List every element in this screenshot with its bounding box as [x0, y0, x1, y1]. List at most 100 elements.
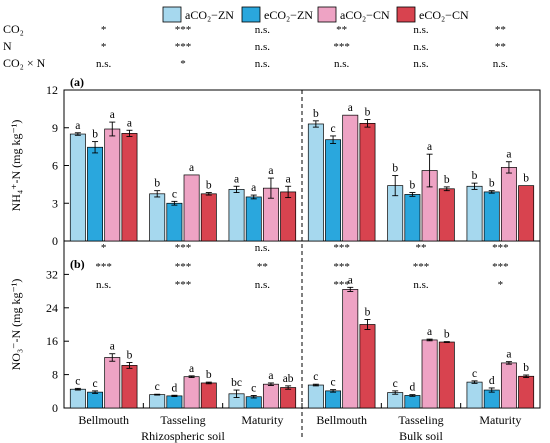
bar — [149, 193, 166, 242]
significance-mark: n.s. — [413, 41, 429, 53]
significance-letter: a — [268, 165, 273, 177]
significance-mark: ** — [495, 24, 506, 36]
significance-mark: * — [180, 58, 186, 70]
significance-letter: c — [155, 381, 160, 393]
significance-letter: c — [331, 377, 336, 389]
group-label: Bulk soil — [399, 429, 443, 443]
bar — [104, 357, 121, 409]
significance-mark: ** — [495, 41, 506, 53]
bar — [359, 324, 376, 409]
significance-letter: c — [331, 123, 336, 135]
significance-letter: b — [365, 306, 371, 318]
bar — [183, 376, 200, 409]
significance-mark: n.s. — [413, 58, 429, 70]
significance-mark: n.s. — [255, 279, 271, 291]
significance-mark: ** — [257, 261, 268, 273]
factor-label: N — [3, 39, 12, 53]
significance-letter: b — [444, 174, 450, 186]
bar — [359, 122, 376, 242]
factor-label: CO₂ × N — [3, 56, 46, 70]
category-label: Maturity — [479, 413, 521, 427]
significance-letter: d — [489, 375, 495, 387]
significance-letter: ab — [283, 373, 294, 385]
y-tick-label: 24 — [46, 301, 58, 315]
significance-mark: n.s. — [493, 58, 509, 70]
bar — [404, 395, 421, 409]
bar — [421, 339, 438, 409]
legend-label: eCO₂−CN — [419, 8, 469, 22]
significance-letter: b — [489, 178, 495, 190]
significance-letter: c — [172, 188, 177, 200]
significance-mark: *** — [492, 242, 509, 254]
significance-letter: a — [348, 274, 353, 286]
significance-letter: b — [410, 180, 416, 192]
bar — [121, 365, 138, 409]
bar — [149, 394, 166, 409]
bar — [200, 193, 217, 242]
significance-letter: b — [444, 329, 450, 341]
significance-letter: b — [154, 178, 160, 190]
bar — [87, 146, 104, 242]
bar — [342, 114, 359, 242]
legend-label: eCO₂−ZN — [264, 8, 313, 22]
significance-mark: *** — [95, 261, 112, 273]
legend-swatch — [396, 6, 416, 23]
bar — [500, 362, 517, 409]
bar — [104, 128, 121, 242]
significance-mark: *** — [333, 279, 350, 291]
significance-mark: *** — [333, 242, 350, 254]
significance-mark: n.s. — [96, 279, 112, 291]
significance-letter: b — [365, 107, 371, 119]
bar — [87, 391, 104, 409]
bar — [438, 188, 455, 242]
y-tick-label: 3 — [52, 196, 58, 210]
significance-letter: a — [75, 120, 80, 132]
significance-letter: a — [268, 370, 273, 382]
significance-mark: * — [101, 24, 107, 36]
significance-letter: a — [110, 341, 115, 353]
y-tick-label: 6 — [52, 159, 58, 173]
significance-mark: n.s. — [255, 58, 271, 70]
significance-mark: *** — [175, 24, 192, 36]
bar — [280, 191, 297, 242]
significance-mark: * — [101, 242, 107, 254]
category-label: Maturity — [241, 413, 283, 427]
significance-mark: *** — [333, 41, 350, 53]
bar — [245, 196, 262, 242]
significance-letter: bc — [231, 377, 242, 389]
bar — [438, 341, 455, 409]
bar — [500, 167, 517, 242]
bar — [483, 191, 500, 242]
bar — [518, 185, 535, 242]
panel-label: (a) — [70, 75, 84, 89]
significance-letter: a — [286, 173, 291, 185]
y-tick-label: 0 — [52, 401, 58, 415]
bar — [166, 395, 183, 409]
bar — [466, 381, 483, 409]
bar — [280, 387, 297, 409]
significance-letter: d — [172, 382, 178, 394]
significance-mark: ** — [416, 242, 427, 254]
significance-letter: a — [251, 182, 256, 194]
significance-mark: * — [498, 279, 504, 291]
y-tick-label: 8 — [52, 368, 58, 382]
significance-mark: *** — [492, 261, 509, 273]
significance-mark: n.s. — [334, 58, 350, 70]
legend-swatch — [317, 6, 337, 23]
bar — [228, 189, 245, 242]
significance-letter: a — [348, 102, 353, 114]
bar — [483, 389, 500, 409]
significance-letter: b — [127, 349, 133, 361]
legend-swatch — [162, 6, 182, 23]
category-label: Tasseling — [398, 413, 443, 427]
bar — [404, 194, 421, 242]
bar — [307, 384, 324, 409]
significance-letter: a — [506, 149, 511, 161]
legend-label: aCO₂−CN — [340, 8, 390, 22]
significance-letter: c — [472, 368, 477, 380]
significance-letter: c — [393, 378, 398, 390]
significance-letter: a — [506, 349, 511, 361]
y-tick-label: 12 — [46, 83, 58, 97]
significance-mark: n.s. — [255, 242, 271, 254]
significance-letter: d — [410, 382, 416, 394]
